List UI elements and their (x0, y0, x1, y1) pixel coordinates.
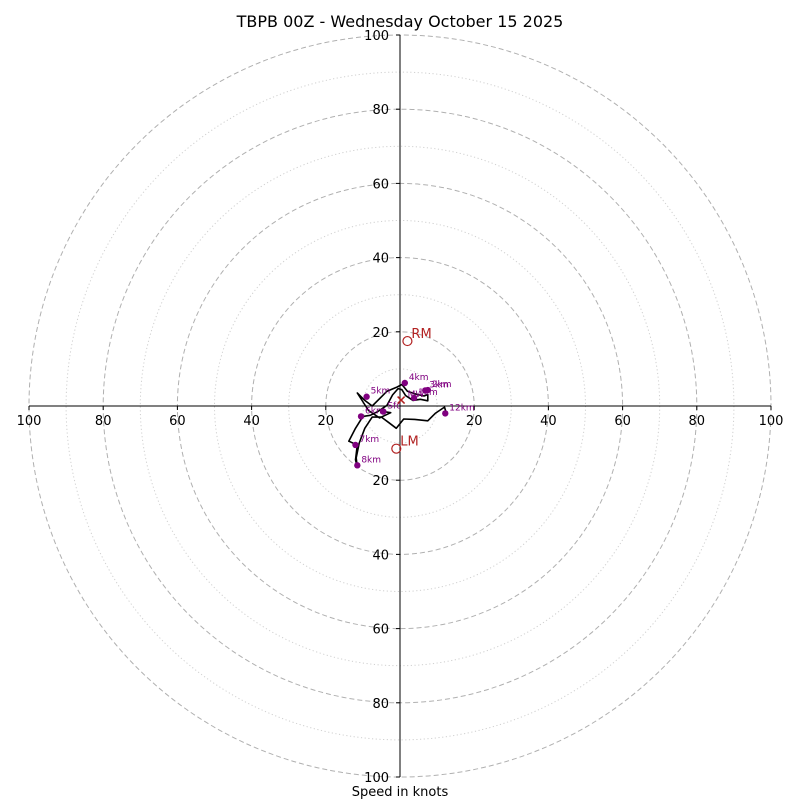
storm-motion-x-b (397, 396, 406, 405)
height-markers: Sfc1km2km3km4km5km6km7km8km12km (352, 373, 475, 469)
height-marker-point (354, 462, 361, 469)
height-marker-point (442, 410, 449, 417)
height-marker-point (380, 408, 387, 415)
height-marker-label: 12km (449, 403, 474, 413)
chart-title: TBPB 00Z - Wednesday October 15 2025 (236, 12, 564, 31)
height-marker-label: 2km (432, 380, 452, 390)
tick-label-bottom: 60 (372, 623, 389, 638)
tick-label-top: 20 (372, 326, 389, 341)
tick-label-left: 80 (95, 414, 112, 429)
height-marker-label: 6km (365, 406, 385, 416)
tick-label-right: 60 (614, 414, 631, 429)
height-marker-point (422, 387, 429, 394)
storm-motion-marker (391, 443, 402, 454)
tick-label-right: 80 (689, 414, 706, 429)
tick-label-left: 100 (17, 414, 42, 429)
height-marker-label: 8km (361, 455, 381, 465)
tick-label-right: 100 (759, 414, 784, 429)
storm-motion-marker (402, 335, 413, 347)
profile-line (347, 383, 448, 469)
height-marker-point (401, 379, 409, 387)
storm-motion-label: RM (411, 327, 431, 342)
tick-label-left: 40 (243, 414, 260, 429)
height-marker-label: 3km (429, 380, 449, 390)
mean-wind-label: MW (408, 390, 425, 400)
wind-profile (347, 383, 448, 469)
tick-label-top: 100 (364, 29, 389, 44)
tick-label-bottom: 40 (372, 548, 389, 563)
height-marker-label: 5km (371, 387, 391, 397)
height-marker-label: 4km (409, 373, 429, 383)
height-marker-point (410, 394, 418, 402)
storm-motion-label: LM (400, 435, 418, 450)
height-marker-point (352, 441, 359, 449)
tick-label-bottom: 20 (372, 474, 389, 489)
tick-label-bottom: 80 (372, 697, 389, 712)
height-marker-label: 7km (359, 435, 379, 445)
tick-label-top: 80 (372, 103, 389, 118)
storm-motion: RM LM MW (391, 327, 432, 454)
height-marker-point (357, 413, 365, 420)
tick-label-right: 20 (466, 414, 483, 429)
tick-label-top: 60 (372, 177, 389, 192)
x-axis-label: Speed in knots (352, 785, 449, 800)
tick-labels: 100 100 80 80 60 60 40 40 20 20 20 20 40 40 60 60 80 80 10… (17, 29, 784, 786)
tick-label-right: 40 (540, 414, 557, 429)
tick-label-top: 40 (372, 252, 389, 267)
tick-label-left: 60 (169, 414, 186, 429)
height-marker-point (363, 393, 370, 400)
tick-label-left: 20 (318, 414, 335, 429)
tick-label-bottom: 100 (364, 771, 389, 786)
height-marker-label: Sfc (387, 402, 401, 412)
axes (29, 35, 771, 777)
